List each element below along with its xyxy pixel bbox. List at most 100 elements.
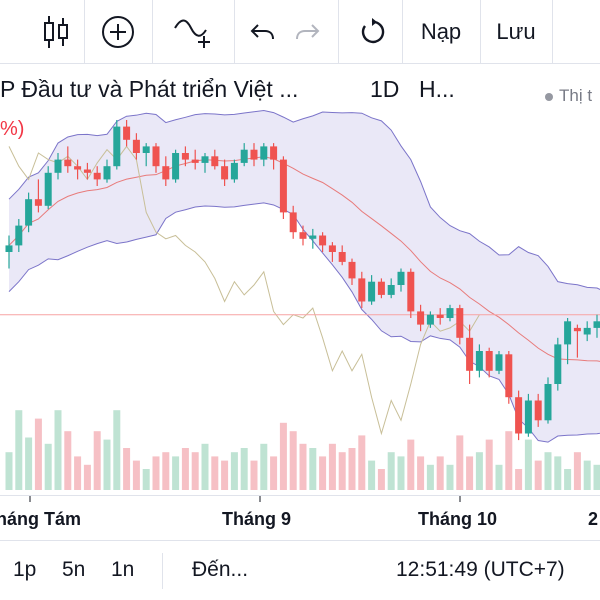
candle-body: [191, 159, 199, 163]
candle-body: [583, 327, 591, 335]
market-status-dot: [545, 93, 553, 101]
change-percent-fragment: %): [0, 118, 25, 140]
candle-body: [515, 397, 523, 434]
volume-bar: [260, 443, 268, 490]
redo-button[interactable]: [288, 0, 328, 64]
candle-body: [387, 285, 395, 295]
goto-date-button[interactable]: Đến...: [192, 558, 249, 581]
candle-body: [279, 159, 287, 213]
volume-bar: [201, 443, 209, 490]
range-button-1p[interactable]: 1p: [13, 558, 37, 581]
volume-bar: [544, 452, 552, 490]
candlestick-button[interactable]: [30, 0, 82, 64]
candle-body: [221, 166, 229, 180]
volume-bar: [495, 464, 503, 490]
volume-bar: [456, 435, 464, 490]
candle-body: [377, 281, 385, 295]
undo-icon: [250, 24, 274, 40]
time-label-august: háng Tám: [0, 509, 82, 529]
candle-body: [475, 351, 483, 371]
add-compare-button[interactable]: [90, 0, 146, 64]
candle-body: [201, 156, 209, 163]
candle-body: [534, 400, 542, 421]
candle-body: [260, 146, 268, 160]
candle-body: [456, 308, 464, 338]
range-button-5n[interactable]: 5n: [62, 558, 86, 581]
candle-body: [564, 321, 572, 345]
candle-body: [593, 321, 600, 328]
volume-bar: [475, 452, 483, 490]
bottom-divider: [162, 553, 163, 589]
candle-body: [524, 400, 532, 434]
candle-body: [93, 172, 101, 180]
candle-body: [348, 261, 356, 279]
volume-bar: [328, 443, 336, 490]
candle-body: [466, 337, 474, 371]
volume-bar: [426, 464, 434, 490]
save-layout-button[interactable]: Lưu: [482, 0, 550, 64]
load-layout-button[interactable]: Nạp: [404, 0, 478, 64]
volume-bar: [417, 456, 425, 490]
volume-bar: [309, 448, 317, 490]
volume-bar: [348, 448, 356, 490]
time-label-next: 2: [588, 509, 599, 529]
candle-body: [358, 278, 366, 302]
save-layout-label: Lưu: [496, 19, 536, 44]
volume-bar: [221, 460, 229, 490]
candle-body: [573, 327, 581, 332]
candle-body: [34, 199, 42, 206]
volume-bar: [358, 435, 366, 490]
volume-bar: [397, 456, 405, 490]
volume-bar: [34, 418, 42, 490]
volume-bar: [299, 443, 307, 490]
volume-bar: [83, 464, 91, 490]
time-label-october: Tháng 10: [418, 509, 498, 529]
volume-bar: [338, 452, 346, 490]
reload-button[interactable]: [344, 0, 400, 64]
range-button-1n[interactable]: 1n: [111, 558, 135, 581]
candlestick-icon: [44, 16, 68, 48]
reload-icon: [361, 18, 385, 44]
candle-body: [397, 271, 405, 285]
volume-bar: [181, 448, 189, 490]
symbol-title[interactable]: P Đầu tư và Phát triển Việt ...: [0, 76, 299, 102]
volume-bar: [240, 448, 248, 490]
candle-body: [289, 212, 297, 233]
candle-body: [74, 166, 82, 170]
candle-body: [25, 199, 33, 226]
candle-body: [554, 344, 562, 384]
candle-body: [319, 235, 327, 246]
indicators-button[interactable]: [160, 0, 228, 64]
top-toolbar: Nạp Lưu: [0, 0, 600, 64]
candle-body: [328, 245, 336, 252]
interval-label[interactable]: 1D: [370, 76, 400, 102]
time-axis[interactable]: háng Tám Tháng 9 Tháng 10 2: [0, 495, 600, 540]
chart-type-label[interactable]: H...: [419, 76, 455, 102]
volume-bar: [64, 431, 72, 490]
timezone-clock[interactable]: 12:51:49 (UTC+7): [396, 558, 565, 581]
bollinger-upper-line: [8, 110, 600, 291]
candle-body: [309, 235, 317, 239]
volume-bar: [319, 456, 327, 490]
price-chart[interactable]: [0, 110, 600, 495]
volume-bar: [505, 431, 513, 490]
toolbar-divider: [402, 0, 403, 64]
candle-body: [436, 314, 444, 318]
volume-bar: [573, 452, 581, 490]
volume-bar: [387, 452, 395, 490]
time-label-september: Tháng 9: [222, 509, 292, 529]
volume-bar: [446, 464, 454, 490]
undo-button[interactable]: [242, 0, 282, 64]
candle-body: [5, 245, 13, 252]
candle-body: [505, 354, 513, 398]
volume-bar: [142, 469, 150, 490]
candle-body: [15, 225, 23, 246]
volume-bar: [279, 422, 287, 490]
volume-bar: [564, 469, 572, 490]
bottom-bar: 1p 5n 1n Đến... 12:51:49 (UTC+7): [0, 540, 600, 600]
volume-bar: [123, 448, 131, 490]
candle-body: [446, 308, 454, 318]
volume-bar: [5, 452, 13, 490]
candle-body: [417, 311, 425, 325]
volume-bar: [485, 439, 493, 490]
